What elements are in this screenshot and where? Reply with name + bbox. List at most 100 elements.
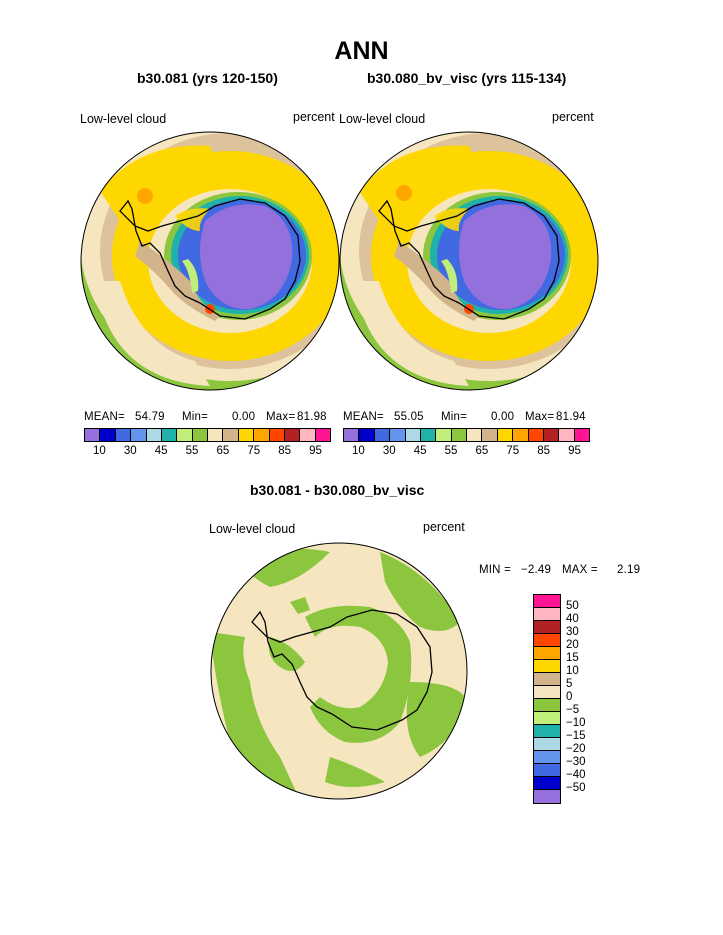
panel1-max-value: 81.98 xyxy=(297,411,327,423)
panel2-colorbar xyxy=(343,428,590,442)
panel1-units-label: percent xyxy=(293,110,335,124)
colorbar-tick-label: 75 xyxy=(506,445,520,457)
colorbar-tick-label: 40 xyxy=(566,613,579,625)
figure-title: ANN xyxy=(334,37,389,65)
panel2-mean-value: 55.05 xyxy=(394,411,424,423)
colorbar-tick-label: 95 xyxy=(309,445,322,457)
colorbar-swatch xyxy=(146,429,162,441)
colorbar-tick-label: 30 xyxy=(382,445,396,457)
panel2-subtitle: b30.080_bv_visc (yrs 115-134) xyxy=(367,70,567,86)
colorbar-swatch xyxy=(534,660,560,673)
colorbar-swatch xyxy=(534,790,560,803)
colorbar-swatch xyxy=(534,608,560,621)
colorbar-tick-label: 5 xyxy=(566,678,573,690)
colorbar-tick-label: 85 xyxy=(537,445,551,457)
colorbar-swatch xyxy=(574,429,589,441)
colorbar-swatch xyxy=(254,429,270,441)
colorbar-swatch xyxy=(115,429,132,441)
colorbar-tick-label: −5 xyxy=(566,704,580,716)
colorbar-swatch xyxy=(534,751,560,764)
colorbar-swatch xyxy=(374,429,391,441)
diff-max-value: 2.19 xyxy=(617,564,641,576)
panel1-mean-value: 54.79 xyxy=(135,411,165,423)
colorbar-tick-label: 65 xyxy=(216,445,230,457)
colorbar-tick-label: 20 xyxy=(566,639,579,651)
panel1-subtitle: b30.081 (yrs 120-150) xyxy=(137,70,278,86)
colorbar-swatch xyxy=(534,634,560,647)
colorbar-swatch xyxy=(534,738,560,751)
panel1-colorbar xyxy=(84,428,331,442)
colorbar-swatch xyxy=(269,429,285,441)
colorbar-swatch xyxy=(131,429,147,441)
panel2-units-label: percent xyxy=(552,110,594,124)
panel1-min-value: 0.00 xyxy=(232,411,256,423)
colorbar-swatch xyxy=(238,429,255,441)
colorbar-swatch xyxy=(534,712,560,725)
colorbar-swatch xyxy=(534,777,560,790)
diff-subtitle: b30.081 - b30.080_bv_visc xyxy=(250,482,425,498)
colorbar-tick-label: 30 xyxy=(566,626,579,638)
colorbar-tick-label: 55 xyxy=(185,445,199,457)
colorbar-tick-label: 65 xyxy=(475,445,489,457)
colorbar-tick-label: −10 xyxy=(566,717,586,729)
colorbar-tick-label: 55 xyxy=(444,445,458,457)
panel2-min-value: 0.00 xyxy=(491,411,515,423)
panel1-max-label: Max= xyxy=(266,411,296,423)
colorbar-tick-label: 45 xyxy=(154,445,168,457)
colorbar-swatch xyxy=(534,673,560,686)
panel2-min-label: Min= xyxy=(441,411,468,423)
colorbar-tick-label: −30 xyxy=(566,756,586,768)
colorbar-swatch xyxy=(359,429,375,441)
colorbar-swatch xyxy=(534,699,560,712)
colorbar-swatch xyxy=(177,429,193,441)
diff-max-label: MAX = xyxy=(562,564,598,576)
colorbar-swatch xyxy=(534,764,560,777)
colorbar-swatch xyxy=(534,621,560,634)
colorbar-swatch xyxy=(390,429,406,441)
colorbar-swatch xyxy=(344,429,360,441)
colorbar-tick-label: −50 xyxy=(566,782,586,794)
colorbar-swatch xyxy=(559,429,575,441)
colorbar-tick-label: 30 xyxy=(123,445,137,457)
colorbar-swatch xyxy=(85,429,101,441)
colorbar-swatch xyxy=(451,429,467,441)
colorbar-tick-label: 75 xyxy=(247,445,261,457)
diff-colorbar xyxy=(533,594,561,804)
panel1-variable-label: Low-level cloud xyxy=(80,112,167,126)
panel2-mean-label: MEAN= xyxy=(343,411,384,423)
colorbar-tick-label: −15 xyxy=(566,730,586,742)
diff-units-label: percent xyxy=(423,520,465,534)
colorbar-tick-label: −20 xyxy=(566,743,586,755)
panel1-min-label: Min= xyxy=(182,411,209,423)
colorbar-swatch xyxy=(300,429,316,441)
colorbar-swatch xyxy=(223,429,239,441)
colorbar-tick-label: −40 xyxy=(566,769,586,781)
colorbar-swatch xyxy=(534,595,560,608)
colorbar-swatch xyxy=(543,429,560,441)
panel1-map xyxy=(80,131,340,391)
panel2-map xyxy=(339,131,599,391)
colorbar-swatch xyxy=(497,429,514,441)
colorbar-swatch xyxy=(100,429,116,441)
diff-variable-label: Low-level cloud xyxy=(209,522,296,536)
colorbar-swatch xyxy=(528,429,544,441)
colorbar-swatch xyxy=(284,429,301,441)
colorbar-tick-label: 85 xyxy=(278,445,292,457)
colorbar-swatch xyxy=(436,429,452,441)
colorbar-tick-label: 10 xyxy=(566,665,579,677)
panel2-variable-label: Low-level cloud xyxy=(339,112,426,126)
colorbar-swatch xyxy=(467,429,483,441)
colorbar-swatch xyxy=(534,686,560,699)
colorbar-swatch xyxy=(315,429,330,441)
panel2-max-value: 81.94 xyxy=(556,411,586,423)
colorbar-swatch xyxy=(534,725,560,738)
colorbar-tick-label: 0 xyxy=(566,691,573,703)
diff-min-value: −2.49 xyxy=(521,564,552,576)
panel1-mean-label: MEAN= xyxy=(84,411,125,423)
colorbar-swatch xyxy=(208,429,224,441)
colorbar-tick-label: 50 xyxy=(566,600,579,612)
colorbar-tick-label: 10 xyxy=(352,445,365,457)
colorbar-swatch xyxy=(192,429,208,441)
colorbar-swatch xyxy=(513,429,529,441)
colorbar-swatch xyxy=(482,429,498,441)
